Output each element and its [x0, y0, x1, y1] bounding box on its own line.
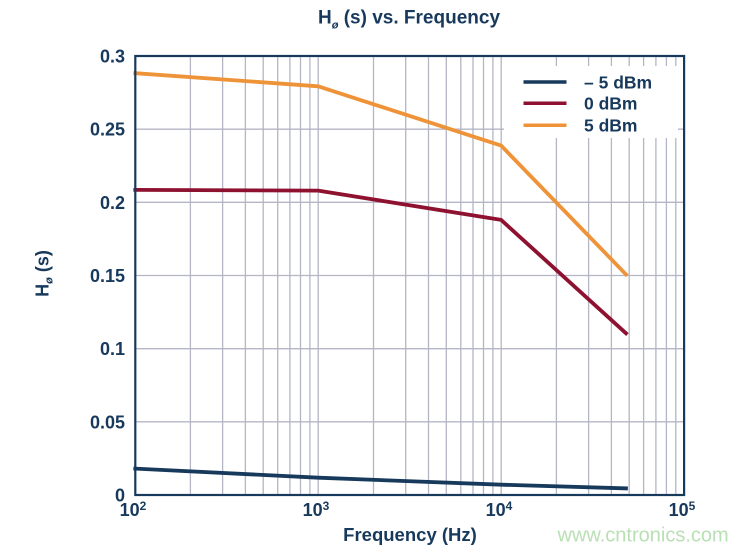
svg-text:0 dBm: 0 dBm [584, 94, 637, 114]
svg-text:0.05: 0.05 [90, 412, 125, 432]
svg-text:0: 0 [115, 486, 125, 506]
svg-text:Hø (s) vs. Frequency: Hø (s) vs. Frequency [318, 8, 500, 32]
svg-text:0.1: 0.1 [100, 339, 125, 359]
svg-text:5 dBm: 5 dBm [584, 116, 637, 136]
svg-text:0.15: 0.15 [90, 266, 125, 286]
svg-text:– 5 dBm: – 5 dBm [584, 72, 652, 92]
svg-text:0.3: 0.3 [100, 47, 125, 67]
svg-text:Frequency (Hz): Frequency (Hz) [343, 524, 477, 545]
svg-text:0.2: 0.2 [100, 193, 125, 213]
svg-text:Hø (s): Hø (s) [33, 250, 56, 297]
svg-text:0.25: 0.25 [90, 120, 125, 140]
svg-text:www.cntronics.com: www.cntronics.com [557, 524, 729, 546]
